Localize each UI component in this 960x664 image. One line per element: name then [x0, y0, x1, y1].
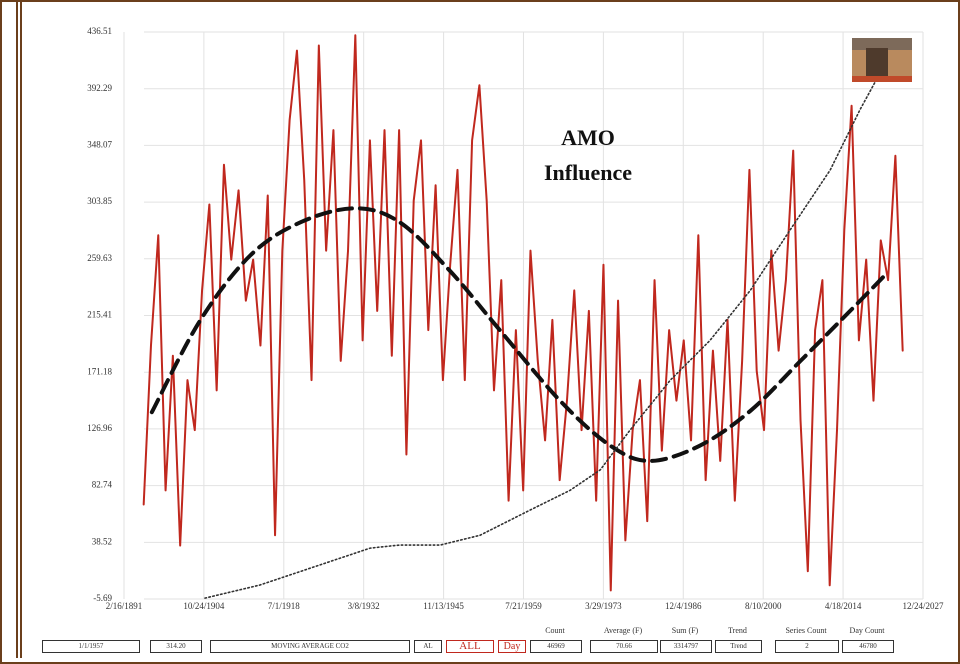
status-field: AL: [414, 640, 442, 653]
y-tick-label: 215.41: [87, 310, 112, 320]
filter-button[interactable]: Day: [498, 640, 526, 653]
stat-value: 70.66: [590, 640, 658, 653]
annotation: AMO: [561, 125, 615, 150]
side-strip: [2, 2, 18, 658]
series-line: [149, 206, 888, 463]
x-tick-label: 4/18/2014: [825, 601, 862, 611]
status-field: 1/1/1957: [42, 640, 140, 653]
stat-label: Day Count: [849, 626, 885, 635]
stat-label: Sum (F): [671, 626, 699, 635]
stat-value: 3314797: [660, 640, 712, 653]
stat-label: Series Count: [785, 626, 827, 635]
x-tick-label: 3/8/1932: [348, 601, 380, 611]
y-tick-label: 259.63: [87, 253, 112, 263]
stat-value: 2: [775, 640, 839, 653]
x-tick-label: 8/10/2000: [745, 601, 782, 611]
y-tick-label: 82.74: [92, 480, 113, 490]
stat-label: Trend: [728, 626, 747, 635]
thumbnail: [852, 38, 912, 82]
y-tick-label: 126.96: [87, 423, 112, 433]
y-tick-label: 303.85: [87, 196, 112, 206]
stat-value: 46969: [530, 640, 582, 653]
stat-label: Count: [545, 626, 565, 635]
x-tick-label: 10/24/1904: [183, 601, 225, 611]
stat-value: Trend: [715, 640, 762, 653]
annotation: Influence: [544, 160, 632, 185]
y-tick-label: 436.51: [87, 26, 112, 36]
y-tick-label: 348.07: [87, 139, 112, 149]
x-tick-label: 11/13/1945: [423, 601, 464, 611]
y-tick-label: 171.18: [87, 366, 112, 376]
x-tick-label: 3/29/1973: [585, 601, 622, 611]
status-field: MOVING AVERAGE CO2: [210, 640, 410, 653]
filter-button[interactable]: ALL: [446, 640, 494, 653]
chart-panel: [20, 2, 956, 658]
series-line: [142, 34, 904, 592]
series-line: [204, 44, 896, 599]
y-tick-label: 38.52: [92, 536, 112, 546]
status-field: 314.20: [150, 640, 202, 653]
y-tick-label: -5.69: [93, 593, 112, 603]
y-tick-label: 392.29: [87, 83, 112, 93]
x-tick-label: 7/21/1959: [505, 601, 542, 611]
x-tick-label: 7/1/1918: [268, 601, 301, 611]
x-tick-label: 12/4/1986: [665, 601, 702, 611]
stat-label: Average (F): [603, 626, 643, 635]
x-tick-label: 12/24/2027: [902, 601, 944, 611]
stat-value: 46780: [842, 640, 894, 653]
x-tick-label: 2/16/1891: [106, 601, 143, 611]
